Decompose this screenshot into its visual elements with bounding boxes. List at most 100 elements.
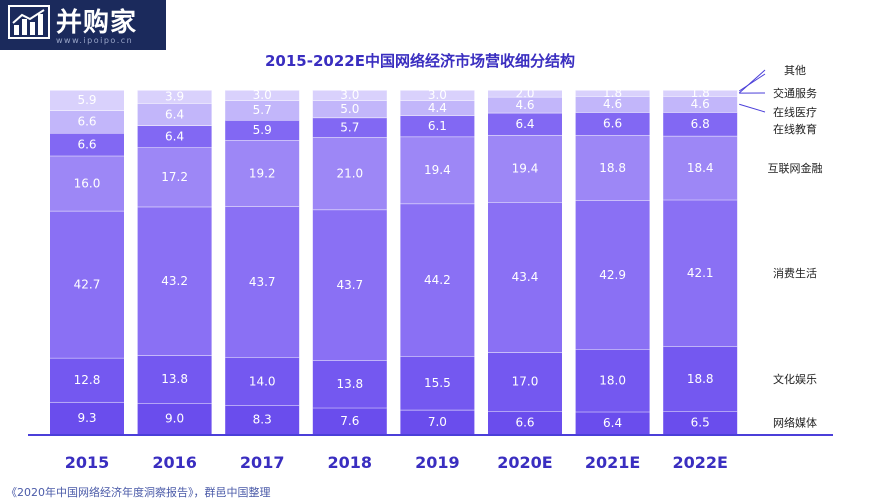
data-label: 6.4 xyxy=(165,107,184,121)
bar-segment xyxy=(400,409,475,434)
bar-segment xyxy=(312,137,387,210)
data-label: 16.0 xyxy=(74,176,101,190)
bar-segment xyxy=(137,90,212,104)
data-label: 42.1 xyxy=(687,266,714,280)
data-label: 5.7 xyxy=(253,103,272,117)
data-label: 42.9 xyxy=(599,268,626,282)
bar-segment xyxy=(312,117,387,138)
data-label: 13.8 xyxy=(336,377,363,391)
legend-label: 文化娱乐 xyxy=(773,372,817,386)
bar-segment xyxy=(50,133,124,156)
data-label: 19.4 xyxy=(512,162,539,176)
data-label: 18.0 xyxy=(599,374,626,388)
bar-segment xyxy=(312,209,387,361)
bar-segment xyxy=(137,147,212,207)
legend-leader-line xyxy=(738,73,766,92)
data-label: 7.0 xyxy=(428,415,447,429)
data-label: 5.9 xyxy=(77,93,96,107)
x-tick-label: 2016 xyxy=(152,453,197,472)
bar-segment xyxy=(575,349,650,412)
data-label: 17.2 xyxy=(161,170,188,184)
data-label: 5.0 xyxy=(340,102,359,116)
x-tick-label: 2020E xyxy=(497,453,552,472)
data-label: 3.9 xyxy=(165,90,184,104)
bar-segment xyxy=(50,155,124,211)
bar-segment xyxy=(312,407,387,434)
bar-segment xyxy=(50,210,124,358)
bar-segment xyxy=(575,90,650,97)
bar-segment xyxy=(488,202,562,353)
bar-segment xyxy=(575,411,650,434)
bar-segment xyxy=(50,357,124,402)
data-label: 1.8 xyxy=(603,86,622,100)
bar-segment xyxy=(137,403,212,434)
data-label: 7.6 xyxy=(340,414,359,428)
data-label: 44.2 xyxy=(424,273,451,287)
bar-segment xyxy=(225,357,300,406)
legend-label: 交通服务 xyxy=(773,86,817,100)
data-label: 6.6 xyxy=(603,117,622,131)
bar-segment xyxy=(50,110,124,134)
bar-segment xyxy=(400,203,475,357)
stacked-bar-chart: 2015-2022E中国网络经济市场营收细分结构 9.3 12.8 42.7 16.0… xyxy=(28,52,833,472)
bar-segment xyxy=(400,356,475,410)
bar-segment xyxy=(488,96,562,113)
bar-segment xyxy=(575,112,650,136)
bar-segment xyxy=(225,119,300,141)
bar-segment xyxy=(225,140,300,207)
bar-segment xyxy=(663,90,738,97)
data-label: 2.0 xyxy=(515,86,534,100)
bar-chart-logo-icon xyxy=(8,5,50,39)
data-label: 6.1 xyxy=(428,119,447,133)
data-label: 3.0 xyxy=(340,88,359,102)
data-label: 9.3 xyxy=(77,411,96,425)
bar-segment xyxy=(225,100,300,120)
data-label: 43.4 xyxy=(512,270,539,284)
data-label: 6.6 xyxy=(77,137,96,151)
data-label: 4.6 xyxy=(515,98,534,112)
bar-segment xyxy=(50,90,124,111)
data-label: 43.7 xyxy=(336,278,363,292)
data-label: 6.4 xyxy=(515,117,534,131)
bar-segment xyxy=(137,103,212,126)
legend-leader-line xyxy=(739,103,766,113)
source-note: 《2020年中国网络经济年度洞察报告》，群邑中国整理 xyxy=(6,486,271,499)
data-label: 3.0 xyxy=(428,88,447,102)
data-label: 14.0 xyxy=(249,374,276,388)
bar-segment xyxy=(663,96,738,113)
brand-logo: 并购家 www.ipoipo.cn xyxy=(0,0,166,50)
data-label: 6.6 xyxy=(77,115,96,129)
data-label: 1.8 xyxy=(691,86,710,100)
data-label: 3.0 xyxy=(253,88,272,102)
bar-segment xyxy=(488,352,562,412)
x-tick-labels: 2015 2016 2017 2018 2019 2020E 2021E 2022E xyxy=(65,453,728,472)
x-tick-label: 2019 xyxy=(415,453,460,472)
data-label: 5.9 xyxy=(253,123,272,137)
data-label: 6.4 xyxy=(165,129,184,143)
bar-segment xyxy=(225,90,300,101)
x-tick-label: 2018 xyxy=(328,453,373,472)
data-label: 12.8 xyxy=(74,373,101,387)
bar-segment xyxy=(225,405,300,434)
bar-segment xyxy=(663,135,738,200)
legend-label: 网络媒体 xyxy=(773,416,817,430)
bar-segment xyxy=(400,115,475,137)
bar-segment xyxy=(312,360,387,408)
x-tick-label: 2015 xyxy=(65,453,110,472)
logo-text: 并购家 xyxy=(56,8,138,38)
bar-segment xyxy=(400,100,475,116)
data-label: 4.4 xyxy=(428,101,447,115)
bar-segment xyxy=(488,90,562,97)
data-label: 18.8 xyxy=(687,372,714,386)
data-label: 13.8 xyxy=(161,372,188,386)
x-tick-label: 2022E xyxy=(672,453,727,472)
logo-url: www.ipoipo.cn xyxy=(56,36,134,45)
data-label: 21.0 xyxy=(336,166,363,180)
data-label: 19.4 xyxy=(424,163,451,177)
data-label: 8.3 xyxy=(253,413,272,427)
bar-segment xyxy=(225,206,300,358)
data-label: 4.6 xyxy=(691,97,710,111)
bar-segment xyxy=(663,112,738,136)
bar-segment xyxy=(50,401,124,434)
data-label: 6.6 xyxy=(515,416,534,430)
